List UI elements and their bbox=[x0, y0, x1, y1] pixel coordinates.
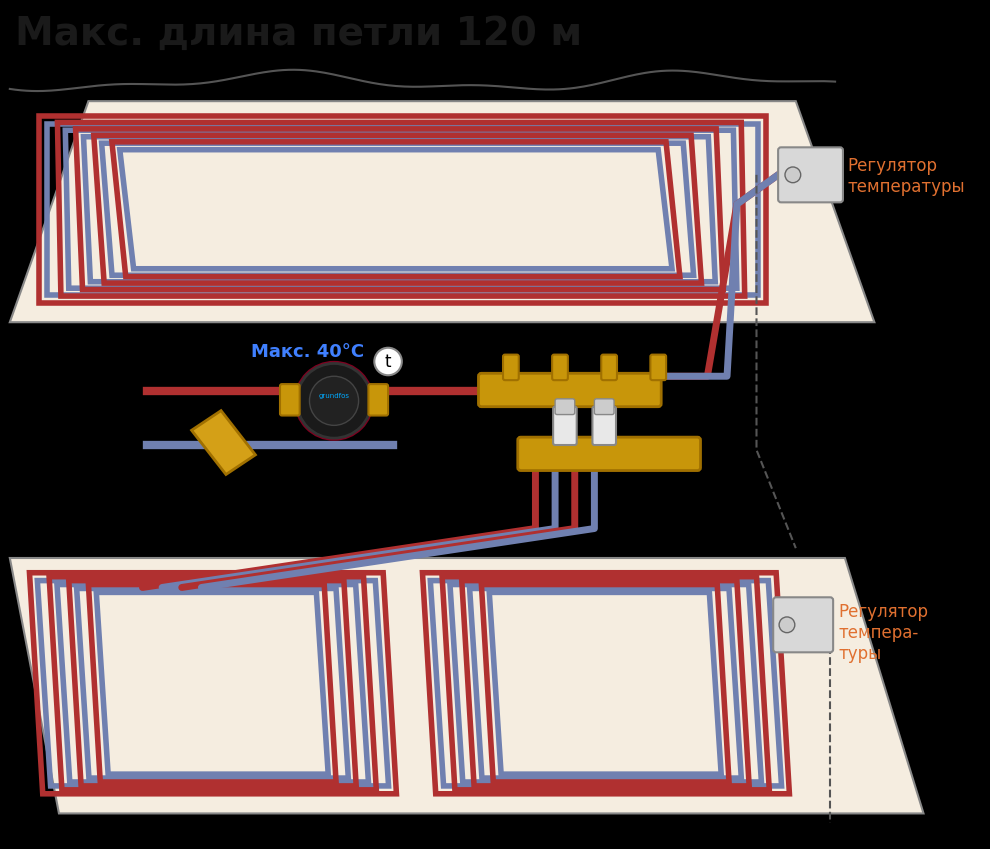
Polygon shape bbox=[192, 411, 255, 475]
Text: Регулятор
темпера-
туры: Регулятор темпера- туры bbox=[839, 603, 928, 663]
Text: grundfos: grundfos bbox=[319, 393, 349, 399]
FancyBboxPatch shape bbox=[601, 355, 617, 380]
Text: Макс. 40°C: Макс. 40°C bbox=[250, 343, 363, 361]
FancyBboxPatch shape bbox=[552, 355, 568, 380]
Circle shape bbox=[310, 376, 358, 425]
FancyBboxPatch shape bbox=[594, 399, 614, 414]
FancyBboxPatch shape bbox=[518, 437, 701, 470]
FancyBboxPatch shape bbox=[555, 399, 575, 414]
FancyBboxPatch shape bbox=[368, 384, 388, 415]
Text: Макс. длина петли 120 м: Макс. длина петли 120 м bbox=[15, 15, 582, 53]
Text: Регулятор
температуры: Регулятор температуры bbox=[847, 157, 965, 196]
FancyBboxPatch shape bbox=[778, 148, 842, 202]
FancyBboxPatch shape bbox=[503, 355, 519, 380]
FancyBboxPatch shape bbox=[478, 374, 661, 407]
FancyBboxPatch shape bbox=[773, 598, 834, 652]
Circle shape bbox=[374, 348, 402, 375]
Circle shape bbox=[297, 363, 371, 438]
Polygon shape bbox=[10, 101, 874, 323]
FancyBboxPatch shape bbox=[650, 355, 666, 380]
FancyBboxPatch shape bbox=[280, 384, 300, 415]
Polygon shape bbox=[10, 558, 924, 813]
FancyBboxPatch shape bbox=[553, 407, 577, 445]
Circle shape bbox=[785, 167, 801, 183]
Circle shape bbox=[779, 617, 795, 633]
Text: t: t bbox=[385, 352, 391, 370]
FancyBboxPatch shape bbox=[592, 407, 616, 445]
